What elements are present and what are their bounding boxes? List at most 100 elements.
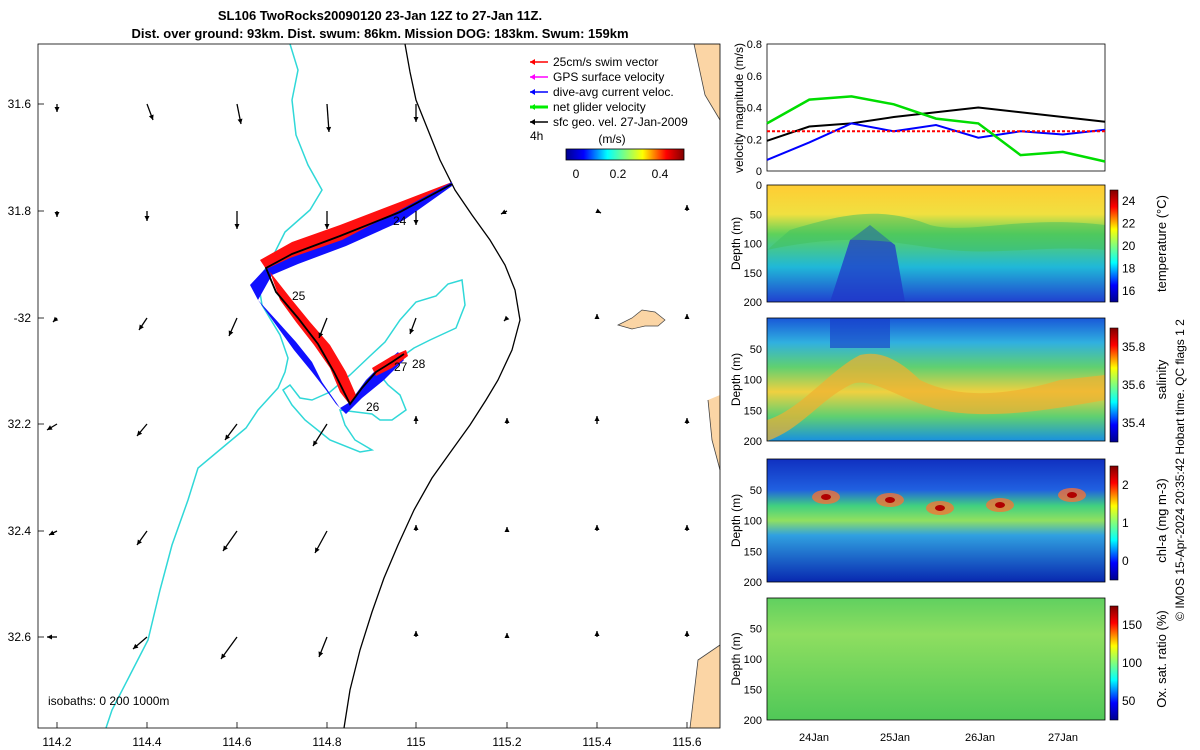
velocity-arrow-head: [315, 547, 320, 553]
velocity-arrow-head: [504, 527, 510, 532]
glider-track: [264, 183, 453, 406]
lon-tick-label: 115.2: [492, 735, 521, 749]
velocity-arrow-head: [326, 126, 332, 132]
velocity-arrow-head: [684, 205, 690, 210]
velocity-arrow-head: [234, 224, 240, 229]
velocity-arrow-head: [501, 209, 507, 214]
lon-tick-label: 115: [406, 735, 425, 749]
lon-tick-label: 114.6: [222, 735, 251, 749]
lon-tick-label: 114.2: [42, 735, 71, 749]
velocity-panel: 0 0.2 0.4 0.6 0.8 velocity magnitude (m/s): [732, 39, 1106, 178]
colorbar-label: chl-a (mg m-3): [1154, 478, 1169, 563]
depth-tick-label: 200: [744, 715, 762, 727]
velocity-arrow-head: [225, 434, 230, 440]
velocity-arrow-head: [594, 631, 600, 636]
velocity-arrow-head: [413, 631, 419, 636]
velocity-arrow-head: [54, 212, 60, 217]
colorbar-tick-label: 24: [1122, 194, 1136, 208]
lon-tick-label: 114.4: [132, 735, 161, 749]
velocity-arrow-head: [684, 631, 690, 636]
track-day-label: 26: [366, 400, 380, 414]
velocity-arrow-head: [221, 653, 226, 659]
time-tick-label: 27Jan: [1048, 732, 1078, 744]
vel-ytick-label: 0.2: [747, 134, 762, 146]
legend-arrow-head: [530, 59, 535, 65]
track-day-label: 28: [412, 357, 426, 371]
velocity-arrow-head: [47, 634, 52, 640]
depth-tick-label: 150: [744, 405, 762, 417]
velocity-arrow-head: [594, 416, 600, 421]
colorbar-label: Ox. sat. ratio (%): [1154, 610, 1169, 708]
lat-tick-label: 32.2: [8, 417, 32, 431]
depth-tick-label: 100: [744, 375, 762, 387]
chla-max-core: [885, 497, 895, 503]
velocity-arrow-head: [409, 328, 415, 334]
depth-tick-label: 200: [744, 297, 762, 309]
velocity-arrow-head: [318, 332, 324, 338]
lon-tick-label: 115.4: [582, 735, 611, 749]
depth-ylabel: Depth (m): [729, 217, 743, 270]
velocity-arrow-head: [413, 117, 419, 122]
velocity-arrow-head: [137, 539, 142, 545]
velocity-arrow-head: [684, 418, 690, 423]
depth-tick-label: 50: [750, 344, 762, 356]
map-frame: [37, 43, 721, 729]
track-day-label: 25: [292, 289, 306, 303]
oxygen-panel: [766, 597, 1119, 721]
depth-ylabel: Depth (m): [729, 494, 743, 547]
depth-tick-label: 50: [750, 485, 762, 497]
track-band-red: [260, 182, 452, 272]
velocity-arrow-head: [504, 418, 510, 423]
vel-ytick-label: 0: [756, 166, 762, 178]
lat-tick-label: 31.8: [8, 204, 32, 218]
legend-arrow-head: [530, 74, 535, 80]
lat-tick-label: -32: [14, 311, 32, 325]
depth-tick-label: 150: [744, 546, 762, 558]
velocity-arrow-head: [54, 107, 60, 112]
legend-arrow-head: [530, 119, 535, 125]
track-day-label: 24: [393, 214, 407, 228]
colorbar-label: temperature (°C): [1154, 195, 1169, 292]
colorbar-tick-label: 18: [1122, 261, 1136, 275]
colorbar-tick-label: 1: [1122, 516, 1129, 530]
time-tick-label: 25Jan: [880, 732, 910, 744]
velocity-arrow-head: [144, 216, 150, 221]
chla-max-core: [995, 502, 1005, 508]
velocity-arrow-head: [49, 530, 55, 535]
colorbar-title: (m/s): [598, 132, 625, 146]
velocity-arrow-head: [47, 425, 53, 430]
colorbar-tick-label: 150: [1122, 618, 1142, 632]
velocity-arrow-head: [413, 416, 419, 421]
colorbar-tick-label: 0.2: [610, 167, 627, 181]
velocity-arrow-head: [504, 315, 510, 321]
salinity-panel: [766, 317, 1119, 443]
colorbar-tick-label: 0: [573, 167, 580, 181]
isobaths-label: isobaths: 0 200 1000m: [48, 694, 169, 708]
isobath-200m-loop: [282, 279, 466, 453]
depth-tick-label: 50: [750, 624, 762, 636]
depth-tick-label: 150: [744, 685, 762, 697]
velocity-arrow-head: [133, 643, 139, 649]
land-mainland-top: [694, 44, 720, 120]
depth-tick-label: 100: [744, 516, 762, 528]
velocity-arrow-head: [684, 314, 690, 319]
coastline: [689, 43, 721, 729]
velocity-arrow-head: [148, 114, 154, 120]
lon-tick-label: 114.8: [312, 735, 341, 749]
rottnest-island: [617, 309, 666, 330]
velocity-arrow-head: [139, 324, 144, 330]
velocity-arrow-head: [684, 525, 690, 530]
velocity-arrow-head: [228, 330, 234, 336]
colorbar-tick-label: 0.4: [652, 167, 669, 181]
chla-max-core: [1067, 492, 1077, 498]
track-day-label: 27: [394, 360, 408, 374]
day-labels: 24 25 26 27 28: [292, 214, 426, 414]
colorbar-tick-label: 20: [1122, 239, 1136, 253]
depth-tick-label: 150: [744, 268, 762, 280]
legend-label: net glider velocity: [553, 100, 646, 114]
colorbar-tick-label: 35.4: [1122, 416, 1146, 430]
legend-label: dive-avg current veloc.: [553, 85, 674, 99]
colorbar-tick-label: 35.8: [1122, 340, 1146, 354]
